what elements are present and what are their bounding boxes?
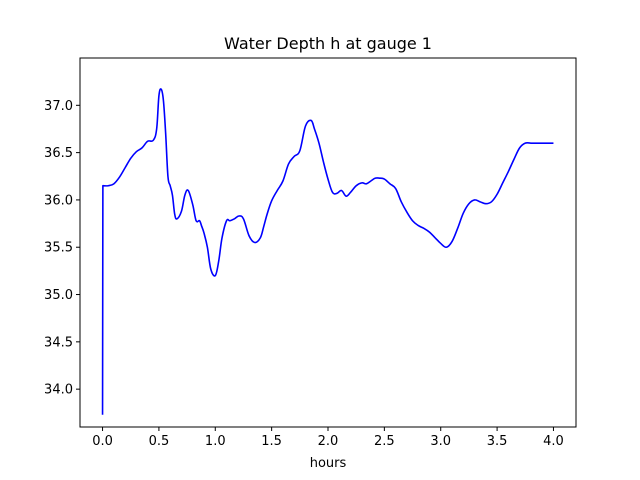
y-tick-label: 37.0 — [44, 99, 73, 114]
y-tick-label: 34.5 — [44, 335, 73, 350]
x-axis-label: hours — [310, 456, 347, 471]
x-tick-label: 4.0 — [543, 434, 564, 449]
x-tick-label: 0.0 — [92, 434, 113, 449]
x-tick-label: 2.0 — [318, 434, 339, 449]
x-axis: 0.0 0.5 1.0 1.5 2.0 2.5 3.0 3.5 4.0 — [92, 427, 564, 449]
y-tick-label: 35.0 — [44, 288, 73, 303]
x-tick-label: 2.5 — [374, 434, 395, 449]
plot-area — [101, 88, 554, 415]
y-tick-label: 35.5 — [44, 241, 73, 256]
x-tick-label: 1.0 — [205, 434, 226, 449]
x-tick-label: 0.5 — [149, 434, 170, 449]
series-line — [101, 88, 554, 415]
y-axis: 34.0 34.5 35.0 35.5 36.0 36.5 37.0 — [44, 99, 80, 398]
x-tick-label: 3.0 — [430, 434, 451, 449]
y-tick-label: 34.0 — [44, 383, 73, 398]
y-tick-label: 36.5 — [44, 146, 73, 161]
x-tick-label: 3.5 — [487, 434, 508, 449]
y-tick-label: 36.0 — [44, 193, 73, 208]
chart-title: Water Depth h at gauge 1 — [224, 34, 432, 53]
x-tick-label: 1.5 — [261, 434, 282, 449]
